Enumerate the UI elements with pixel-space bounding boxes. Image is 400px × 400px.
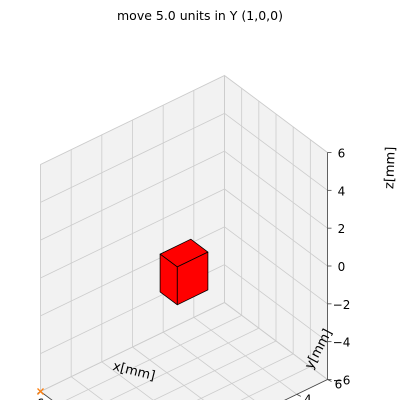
z-axis-label: z[mm] [382, 146, 398, 189]
grid-line-z [224, 75, 328, 153]
axis-panes [39, 74, 329, 400]
grid-line-z [40, 75, 225, 165]
grid-line-z [40, 112, 225, 203]
grid-line-z [224, 113, 328, 191]
z-tick-label: −4 [333, 336, 351, 350]
grid-line-y [193, 317, 298, 395]
chart-title: move 5.0 units in Y (1,0,0) [117, 8, 283, 23]
y-tick-label: 6 [335, 378, 343, 392]
grid-line-y [101, 361, 154, 400]
z-tick-label: −2 [333, 298, 351, 312]
y-tick-label: 4 [304, 392, 312, 400]
origin-marker [37, 388, 44, 395]
z-tick-label: 2 [338, 222, 346, 236]
x-tick-label: −6 [27, 397, 45, 400]
grid-line-y [224, 302, 328, 380]
z-tick-label: 0 [338, 260, 346, 274]
marker-stroke [37, 388, 44, 395]
z-tick-label: 6 [338, 147, 346, 161]
z-tick-label: 4 [338, 184, 346, 198]
grid-line-y [132, 346, 205, 400]
cube-side-face [176, 251, 209, 306]
grid-line-y [70, 376, 104, 400]
red-cube [159, 238, 209, 306]
z-tick-label: −6 [333, 374, 351, 388]
tick-mark [296, 393, 302, 397]
